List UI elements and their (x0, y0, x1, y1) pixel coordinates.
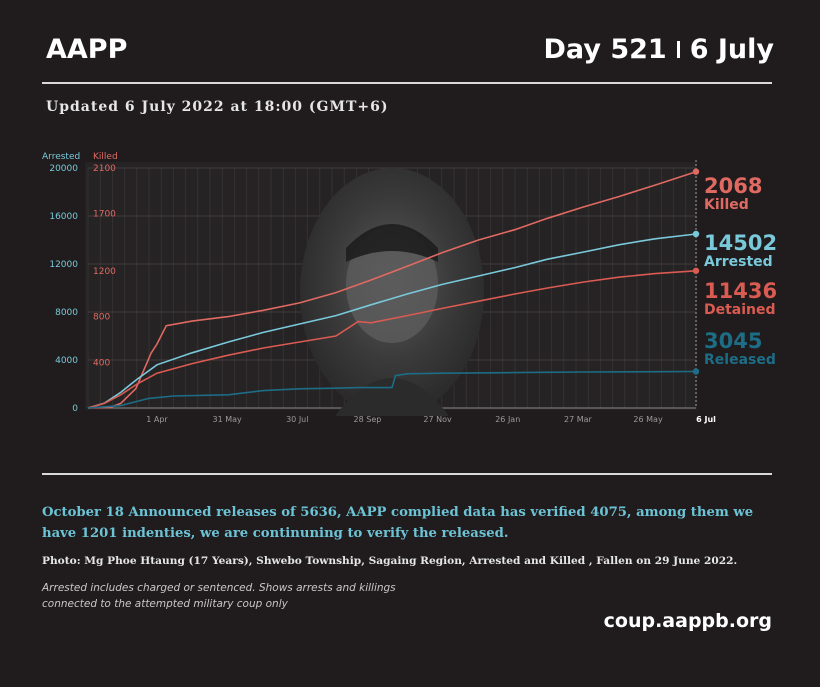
axis-labels: Arrested Killed 0 4000 8000 12000 16000 20000 40… (42, 152, 716, 424)
left-axis-tick-label: 12000 (49, 260, 78, 270)
release-note: October 18 Announced releases of 5636, A… (42, 505, 754, 541)
footer-divider (42, 473, 772, 475)
series-line-killed (87, 170, 697, 409)
left-axis-tick-label: 8000 (55, 308, 78, 318)
end-name-arrested: Arrested (704, 254, 773, 270)
series-endpoint-arrested (692, 230, 700, 238)
x-axis-tick-label: 31 May (213, 415, 243, 424)
end-value-released: 3045 (704, 329, 762, 353)
day-number: Day 521 (543, 34, 667, 65)
footnote-line-2: connected to the attempted military coup… (42, 598, 288, 610)
killed-axis-tick-label: 1200 (93, 267, 116, 277)
site-link[interactable]: coup.aappb.org (603, 610, 772, 632)
end-name-released: Released (704, 352, 776, 368)
x-axis-tick-label: 28 Sep (354, 415, 382, 424)
left-axis-tick-label: 0 (72, 404, 78, 414)
series-line-released (87, 370, 697, 409)
series-layer (87, 168, 700, 409)
killed-axis-tick-label: 800 (93, 313, 110, 323)
photo-caption: Photo: Mg Phoe Htaung (17 Years), Shwebo… (42, 555, 738, 567)
killed-axis-tick-label: 2100 (93, 164, 116, 174)
x-axis-tick-label: 27 Mar (564, 415, 593, 424)
series-line-detained (87, 270, 697, 409)
left-axis-title: Arrested (42, 152, 80, 162)
chart: Arrested Killed 0 4000 8000 12000 16000 20000 40… (42, 152, 777, 424)
killed-axis-tick-label: 400 (93, 358, 110, 368)
series-line-arrested (87, 233, 697, 409)
series-endpoint-released (692, 368, 700, 375)
header-divider (42, 82, 772, 84)
left-axis-tick-label: 16000 (49, 212, 78, 222)
day-counter: Day 521 6 July (544, 34, 774, 65)
x-axis-tick-label: 1 Apr (146, 415, 168, 424)
end-value-killed: 2068 (704, 174, 762, 198)
end-value-arrested: 14502 (704, 231, 777, 255)
right-axis-title: Killed (93, 152, 118, 162)
x-axis-tick-label: 6 Jul (696, 415, 716, 424)
x-axis-tick-label: 27 Nov (423, 415, 452, 424)
end-name-detained: Detained (704, 302, 776, 318)
x-axis-tick-label: 30 Jul (286, 415, 308, 424)
end-name-killed: Killed (704, 197, 749, 213)
left-axis-tick-label: 4000 (55, 356, 78, 366)
portrait-photo (300, 168, 484, 416)
x-axis-tick-label: 26 Jan (495, 415, 520, 424)
left-axis-tick-label: 20000 (49, 164, 78, 174)
day-separator (676, 41, 680, 58)
killed-axis-tick-label: 1700 (93, 210, 116, 220)
footnote-line-1: Arrested includes charged or sentenced. … (42, 582, 396, 594)
x-axis-tick-label: 26 May (633, 415, 663, 424)
series-endpoint-killed (692, 168, 700, 175)
brand-title: AAPP (46, 34, 128, 65)
day-date: 6 July (689, 34, 774, 65)
end-value-detained: 11436 (704, 279, 777, 303)
series-endpoint-detained (692, 267, 700, 274)
updated-timestamp: Updated 6 July 2022 at 18:00 (GMT+6) (46, 99, 389, 115)
